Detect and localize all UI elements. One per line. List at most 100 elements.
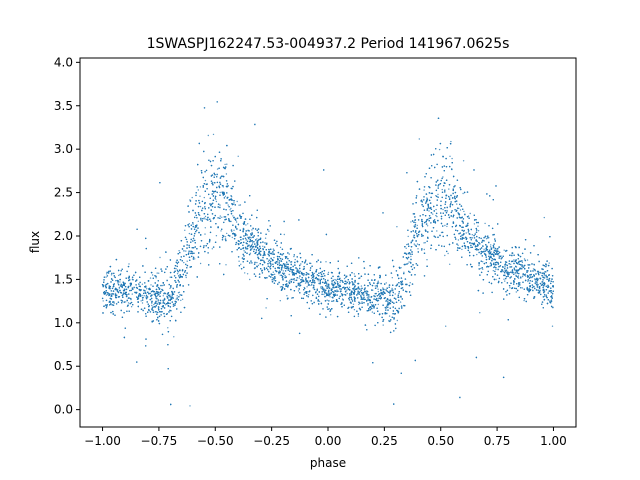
data-point [458, 207, 460, 210]
data-point [278, 273, 280, 275]
data-point [328, 308, 330, 310]
data-point [435, 214, 437, 217]
data-point [426, 197, 428, 199]
data-point [483, 248, 485, 250]
data-point [377, 288, 379, 290]
data-point [348, 286, 351, 288]
data-point [371, 311, 374, 313]
data-point [115, 280, 117, 282]
data-point [432, 213, 434, 215]
data-point [318, 300, 321, 302]
data-point [457, 211, 459, 214]
data-point [141, 302, 144, 304]
data-point [313, 272, 316, 275]
data-point [551, 291, 553, 294]
data-point [271, 277, 274, 279]
data-point [352, 303, 355, 305]
data-point [119, 281, 121, 283]
data-point [367, 304, 369, 307]
data-point [372, 304, 375, 306]
data-point [377, 290, 380, 293]
data-point [388, 315, 391, 317]
data-point [175, 298, 177, 300]
data-point [449, 263, 451, 265]
data-point [414, 225, 417, 228]
data-point [199, 205, 202, 208]
data-point [382, 287, 384, 289]
data-point [339, 281, 341, 283]
data-point [238, 260, 240, 262]
data-point [157, 301, 159, 303]
data-point [288, 273, 290, 276]
data-point [537, 284, 539, 286]
data-point [346, 289, 348, 291]
data-point [199, 186, 202, 188]
data-point [353, 273, 355, 275]
data-point [428, 207, 430, 210]
data-point [284, 274, 286, 277]
data-point [249, 252, 252, 254]
data-point [105, 276, 107, 278]
data-point [162, 302, 164, 304]
data-point [189, 199, 191, 201]
data-point [204, 218, 206, 220]
data-point [279, 274, 281, 276]
data-point [226, 232, 228, 235]
data-point [164, 304, 167, 306]
data-point [318, 282, 320, 285]
data-point [270, 264, 272, 267]
data-point [442, 176, 444, 178]
data-point [521, 287, 524, 289]
data-point [459, 209, 462, 211]
data-point [149, 277, 152, 279]
data-point [249, 278, 251, 281]
data-point [523, 299, 525, 302]
data-point [503, 249, 505, 251]
data-point [484, 222, 486, 225]
data-point [480, 267, 482, 270]
data-point [462, 160, 465, 162]
data-point [357, 315, 360, 317]
data-point [325, 261, 327, 263]
data-point [194, 258, 196, 260]
data-point [392, 289, 394, 291]
data-point [410, 221, 412, 223]
data-point [250, 237, 252, 239]
data-point [191, 196, 193, 199]
data-point [277, 261, 279, 263]
data-point [130, 306, 133, 308]
data-point [117, 282, 119, 284]
data-point [418, 138, 420, 140]
data-point [169, 287, 171, 290]
data-point [513, 259, 515, 261]
data-point [222, 186, 224, 188]
data-point [414, 222, 417, 224]
data-point [331, 280, 333, 282]
data-point [521, 275, 524, 278]
data-point [118, 274, 120, 277]
data-point [308, 294, 310, 296]
data-point [304, 274, 306, 276]
data-point [197, 189, 199, 191]
data-point [509, 287, 511, 289]
data-point [263, 259, 265, 262]
data-point [128, 263, 130, 265]
data-point [192, 223, 194, 225]
data-point [534, 270, 536, 272]
data-point [534, 278, 536, 280]
data-point [396, 226, 398, 228]
data-point [251, 242, 254, 244]
data-point [334, 278, 336, 281]
data-point [131, 293, 133, 295]
data-point [449, 197, 451, 199]
data-point [156, 272, 158, 274]
data-point [251, 243, 253, 246]
data-point [385, 305, 388, 308]
data-point [414, 226, 416, 229]
data-point [188, 232, 191, 235]
data-point [382, 324, 384, 326]
data-point [517, 275, 520, 277]
data-point [515, 291, 517, 293]
data-point [162, 295, 164, 297]
data-point [225, 202, 227, 204]
